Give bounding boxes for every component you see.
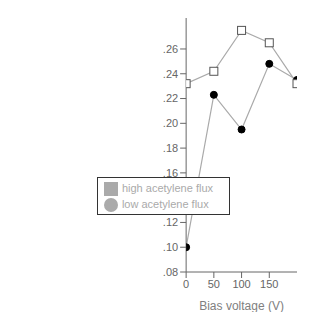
svg-text:Bias voltage (V): Bias voltage (V): [199, 299, 284, 312]
svg-text:.16: .16: [163, 167, 178, 179]
svg-text:.22: .22: [163, 92, 178, 104]
svg-text:.10: .10: [163, 241, 178, 253]
svg-text:.08: .08: [163, 266, 178, 278]
svg-text:50: 50: [208, 278, 220, 290]
svg-text:100: 100: [232, 278, 250, 290]
svg-text:.18: .18: [163, 142, 178, 154]
svg-text:.26: .26: [163, 43, 178, 55]
svg-text:150: 150: [260, 278, 278, 290]
svg-text:.24: .24: [163, 68, 178, 80]
svg-text:.12: .12: [163, 216, 178, 228]
svg-text:.20: .20: [163, 117, 178, 129]
svg-text:0: 0: [183, 278, 189, 290]
svg-text:.14: .14: [163, 192, 178, 204]
